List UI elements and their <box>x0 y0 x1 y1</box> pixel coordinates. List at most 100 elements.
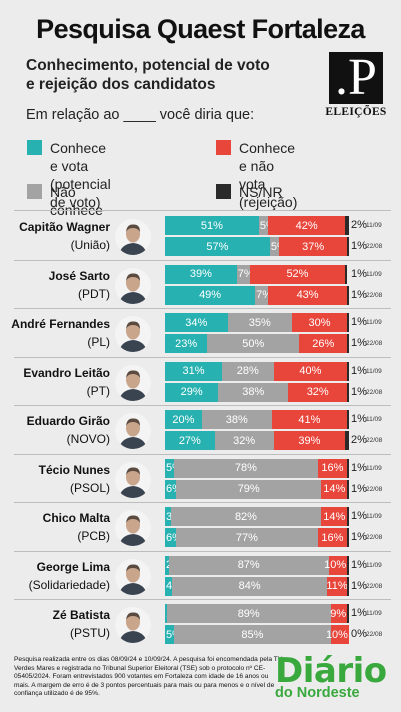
bar-segment-unknown: 38% <box>218 382 289 402</box>
bar-segment-known: 4% <box>165 576 182 596</box>
survey-date: 22/08 <box>366 340 383 347</box>
bar-segment-reject: 41% <box>271 410 348 429</box>
bar-segment-reject: 40% <box>273 361 348 381</box>
survey-date: 11/09 <box>366 464 382 472</box>
bar-segment-known: 31% <box>165 361 223 381</box>
stacked-bar: 1%89%9% <box>165 604 349 623</box>
bar-segment-reject: 30% <box>291 313 348 332</box>
bar-segment-known: 6% <box>165 479 182 499</box>
candidate-party: (Solidariedade) <box>28 577 110 592</box>
candidate-party: (NOVO) <box>66 432 110 446</box>
bar-segment-reject: 32% <box>288 382 348 402</box>
candidate-photo <box>115 364 151 401</box>
candidate-name: Evandro Leitão <box>23 365 110 380</box>
candidate-party: (PL) <box>87 335 110 349</box>
nsnr-value: 1% <box>351 413 367 425</box>
bar-segment-nsnr <box>347 237 349 256</box>
nsnr-value: 1% <box>351 267 367 280</box>
legend-swatch-unknown <box>27 184 42 199</box>
bar-segment-known: 51% <box>165 216 259 235</box>
bar-segment-unknown: 82% <box>170 507 322 526</box>
bar-segment-unknown: 32% <box>214 431 274 450</box>
bar-segment-reject: 42% <box>268 216 346 235</box>
nsnr-value: 1% <box>351 240 367 252</box>
survey-date: 11/09 <box>366 610 382 617</box>
survey-date: 11/09 <box>366 416 382 423</box>
subtitle-line-2: e rejeição dos candidatos <box>26 76 216 93</box>
divider <box>14 308 391 309</box>
candidate-photo <box>115 219 151 255</box>
candidate-name: Eduardo Girão <box>26 414 110 428</box>
bar-segment-unknown: 50% <box>207 334 300 353</box>
survey-date: 22/08 <box>366 388 383 396</box>
bar-segment-known: 57% <box>165 237 270 256</box>
survey-date: 22/08 <box>366 485 383 493</box>
person-icon <box>119 563 147 595</box>
candidate-row: Evandro Leitão (PT) 31% 28% 40% 1% 11/09 29% 38%… <box>0 360 401 408</box>
person-icon <box>119 321 147 352</box>
nsnr-value: 1% <box>351 482 367 495</box>
candidate-party: (PSOL) <box>69 480 110 495</box>
divider <box>14 599 391 600</box>
legend-label: Conhece e vota (potencial de voto) <box>50 139 111 211</box>
person-icon <box>119 272 147 304</box>
stacked-bar: 6% 79% 14% <box>165 479 349 499</box>
bar-segment-nsnr <box>347 576 349 596</box>
bar-segment-reject: 39% <box>273 431 346 450</box>
bar-segment-known: 34% <box>165 313 228 332</box>
candidate-name: George Lima <box>36 559 110 574</box>
bar-segment-unknown: 77% <box>176 528 318 547</box>
survey-date: 22/08 <box>366 243 383 250</box>
legend-label: NS/NR <box>239 184 283 200</box>
bar-segment-reject: 26% <box>299 334 348 353</box>
stacked-bar: 3%82%14% <box>165 507 349 526</box>
bar-segment-known: 5% <box>165 625 182 644</box>
bar-segment-nsnr <box>347 410 349 429</box>
stacked-bar: 20% 38% 41% <box>165 410 349 429</box>
bar-segment-known: 20% <box>165 410 202 429</box>
bar-segment-reject: 14% <box>321 479 348 499</box>
candidate-row: Chico Malta(PCB)3%82%14%1%11/096%77%16%1… <box>0 505 401 553</box>
stacked-bar: 39% 7% 52% <box>165 264 349 284</box>
bar-segment-nsnr <box>347 458 349 478</box>
legend-label-line: Conhece e vota <box>50 140 107 174</box>
candidate-photo <box>115 607 151 643</box>
person-icon <box>119 612 147 643</box>
bar-segment-known: 29% <box>165 382 219 402</box>
bar-segment-reject: 16% <box>317 458 348 478</box>
candidate-party: (PCB) <box>77 529 110 543</box>
bar-segment-known: 49% <box>165 285 256 305</box>
candidate-row: André Fernandes (PL) 34% 35% 30% 1% 11/09 23% 50… <box>0 311 401 359</box>
legend-item-nsnr: NS/NR <box>216 183 283 201</box>
survey-date: 22/08 <box>366 631 383 638</box>
stacked-bar: 57%5%37% <box>165 237 349 256</box>
bar-segment-nsnr <box>347 334 349 353</box>
stacked-bar: 4%84%11% <box>165 576 349 596</box>
candidate-row: Zé Batista (PSTU) 1%89%9%1%11/09 5%85%10%0%… <box>0 602 401 650</box>
bar-segment-unknown: 7% <box>255 285 272 305</box>
survey-date: 11/09 <box>366 513 382 520</box>
bar-segment-nsnr <box>347 528 349 547</box>
bar-segment-reject: 10% <box>324 555 348 575</box>
bar-segment-nsnr <box>347 285 349 305</box>
nsnr-value: 1% <box>351 558 367 571</box>
nsnr-value: 1% <box>351 510 367 522</box>
bar-segment-reject: 10% <box>326 625 349 644</box>
bar-segment-unknown: 85% <box>174 625 331 644</box>
nsnr-value: 2% <box>351 434 367 446</box>
bar-segment-unknown: 38% <box>201 410 272 429</box>
legend-label-line: (potencial de voto) <box>50 176 111 210</box>
bar-segment-reject: 43% <box>268 285 348 305</box>
stacked-bar: 6% 77% 16% <box>165 528 349 547</box>
survey-date: 11/09 <box>366 270 382 278</box>
bar-segment-unknown: 7% <box>236 264 254 284</box>
stacked-bar: 31% 28% 40% <box>165 361 349 381</box>
stacked-bar: 51%5%42% <box>165 216 349 235</box>
bar-segment-nsnr <box>347 382 349 402</box>
legend-label-line: Conhece e não vota <box>239 140 296 192</box>
person-icon <box>119 515 147 546</box>
bar-segment-unknown: 89% <box>166 604 331 623</box>
stacked-bar: 2%87%10% <box>165 555 349 575</box>
survey-date: 11/09 <box>366 319 382 326</box>
divider <box>14 210 391 211</box>
